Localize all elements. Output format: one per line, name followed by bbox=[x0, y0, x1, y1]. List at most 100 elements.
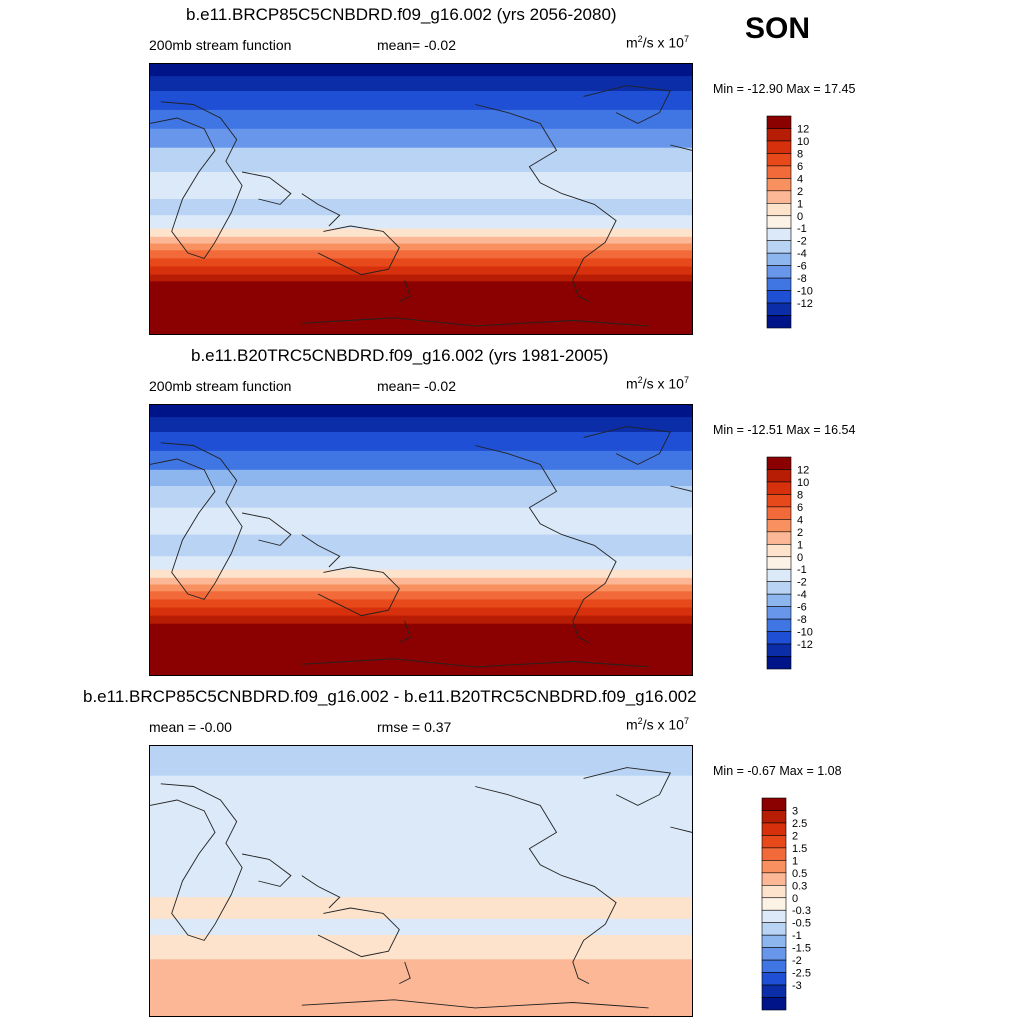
colorbar-swatch bbox=[761, 972, 787, 986]
colorbar-tick-label: -1 bbox=[792, 930, 802, 942]
coastline bbox=[583, 85, 671, 124]
colorbar-tick-label: -12 bbox=[797, 298, 813, 310]
panel1-title: b.e11.BRCP85C5CNBDRD.f09_g16.002 (yrs 20… bbox=[186, 5, 617, 24]
colorbar-swatch bbox=[766, 456, 792, 470]
colorbar-swatch bbox=[766, 631, 792, 645]
field-band bbox=[150, 959, 692, 1016]
colorbar-tick-label: -4 bbox=[797, 589, 807, 601]
colorbar-swatch bbox=[761, 922, 787, 936]
colorbar-swatch bbox=[761, 897, 787, 911]
field-band bbox=[150, 417, 692, 433]
coastline bbox=[242, 171, 292, 205]
coastline bbox=[301, 875, 341, 909]
colorbar-tick-label: 1 bbox=[797, 539, 803, 551]
colorbar-swatch bbox=[766, 643, 792, 657]
field-band bbox=[150, 746, 692, 777]
field-band bbox=[150, 507, 692, 536]
field-band bbox=[150, 266, 692, 276]
field-band bbox=[150, 274, 692, 283]
coastline bbox=[317, 225, 400, 276]
colorbar-swatch bbox=[766, 265, 792, 279]
colorbar-tick-label: 1 bbox=[792, 855, 798, 867]
coastline bbox=[150, 442, 243, 600]
colorbar-swatch bbox=[766, 178, 792, 192]
colorbar-swatch bbox=[761, 847, 787, 861]
panel1-variable-label: 200mb stream function bbox=[149, 37, 292, 53]
colorbar-swatch bbox=[766, 606, 792, 620]
colorbar-swatch bbox=[761, 835, 787, 849]
colorbar-swatch bbox=[761, 810, 787, 824]
colorbar-tick-label: 10 bbox=[797, 477, 809, 489]
field-band bbox=[150, 432, 692, 452]
colorbar-swatch bbox=[761, 959, 787, 973]
field-band bbox=[150, 607, 692, 617]
panel3-minmax: Min = -0.67 Max = 1.08 bbox=[713, 764, 842, 778]
coastline bbox=[399, 961, 411, 985]
field-band bbox=[150, 918, 692, 936]
colorbar-swatch bbox=[766, 240, 792, 254]
colorbar-swatch bbox=[766, 556, 792, 570]
colorbar-tick-label: -0.3 bbox=[792, 905, 811, 917]
colorbar-swatch bbox=[766, 190, 792, 204]
colorbar-swatch bbox=[766, 568, 792, 583]
coastline bbox=[561, 534, 617, 644]
colorbar-tick-label: -10 bbox=[797, 286, 813, 298]
colorbar-tick-label: 0.3 bbox=[792, 880, 807, 892]
colorbar-swatch bbox=[766, 153, 792, 167]
coastline bbox=[399, 279, 411, 303]
coastline bbox=[670, 144, 692, 151]
colorbar-tick-label: -8 bbox=[797, 614, 807, 626]
colorbar-tick-label: 8 bbox=[797, 148, 803, 160]
colorbar-swatch bbox=[761, 884, 787, 899]
colorbar-tick-label: 2 bbox=[797, 527, 803, 539]
colorbar-swatch bbox=[766, 494, 792, 508]
field-band bbox=[150, 599, 692, 609]
colorbar-tick-label: -3 bbox=[792, 980, 802, 992]
panel3-units: m2/s x 107 bbox=[626, 716, 689, 733]
colorbar-swatch bbox=[766, 543, 792, 558]
field-band bbox=[150, 591, 692, 601]
colorbar-tick-label: 4 bbox=[797, 514, 803, 526]
colorbar-tick-label: 2.5 bbox=[792, 818, 807, 830]
colorbar-tick-label: -6 bbox=[797, 602, 807, 614]
colorbar-tick-label: -12 bbox=[797, 639, 813, 651]
coastline bbox=[583, 426, 671, 465]
coastline bbox=[475, 445, 563, 536]
colorbar-swatch bbox=[766, 519, 792, 533]
colorbar-swatch bbox=[766, 290, 792, 304]
colorbar-swatch bbox=[761, 872, 787, 886]
colorbar-tick-label: -2 bbox=[797, 236, 807, 248]
coastline bbox=[317, 566, 400, 617]
colorbar-tick-label: -8 bbox=[797, 273, 807, 285]
field-band bbox=[150, 91, 692, 111]
field-band bbox=[150, 584, 692, 593]
field-band bbox=[150, 577, 692, 586]
coastline bbox=[475, 104, 563, 195]
colorbar-tick-label: 3 bbox=[792, 805, 798, 817]
colorbar-tick-label: 10 bbox=[797, 136, 809, 148]
colorbar-swatch bbox=[761, 822, 787, 836]
colorbar-tick-label: 0.5 bbox=[792, 868, 807, 880]
field-band bbox=[150, 172, 692, 200]
colorbar-tick-label: 6 bbox=[797, 502, 803, 514]
colorbar-swatch bbox=[766, 115, 792, 129]
coastline bbox=[670, 485, 692, 492]
colorbar-tick-label: 0 bbox=[797, 211, 803, 223]
field-band bbox=[150, 450, 692, 471]
panel3-map bbox=[149, 745, 693, 1017]
colorbar-tick-label: -1 bbox=[797, 564, 807, 576]
colorbar-tick-label: 1 bbox=[797, 198, 803, 210]
colorbar-tick-label: 1.5 bbox=[792, 843, 807, 855]
colorbar-tick-label: 0 bbox=[797, 552, 803, 564]
coastline bbox=[242, 512, 292, 546]
field-band bbox=[150, 556, 692, 571]
colorbar-tick-label: -4 bbox=[797, 248, 807, 260]
colorbar-swatch bbox=[766, 481, 792, 495]
field-band bbox=[150, 109, 692, 130]
field-band bbox=[150, 199, 692, 217]
colorbar-tick-label: -6 bbox=[797, 261, 807, 273]
colorbar-tick-label: -2.5 bbox=[792, 968, 811, 980]
field-band bbox=[150, 243, 692, 252]
panel3-mean-label: mean = -0.00 bbox=[149, 719, 232, 735]
coastline bbox=[150, 783, 243, 941]
